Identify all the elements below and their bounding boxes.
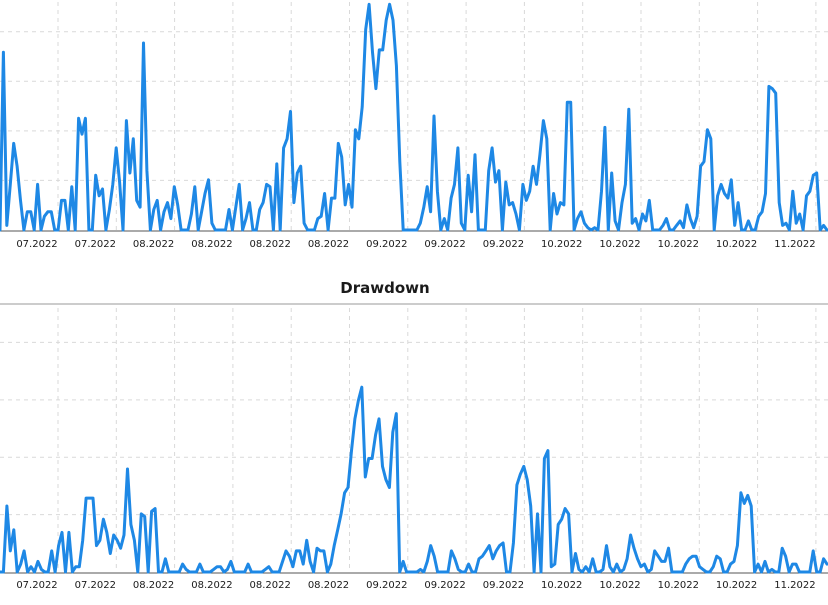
x-tick-label: 08.2022 — [308, 239, 349, 250]
x-tick-label: 09.2022 — [424, 580, 465, 591]
x-tick-label: 10.2022 — [658, 239, 699, 250]
x-tick-labels: 07.2022 07.2022 08.2022 08.2022 08.2022 08.20… — [16, 580, 815, 591]
x-tick-label: 11.2022 — [774, 239, 815, 250]
x-tick-label: 10.2022 — [716, 239, 757, 250]
x-tick-label: 10.2022 — [716, 580, 757, 591]
top-chart: 07.2022 07.2022 08.2022 08.2022 08.2022 08.20… — [0, 2, 828, 250]
x-tick-label: 07.2022 — [75, 580, 116, 591]
series-line — [0, 385, 828, 574]
x-tick-label: 07.2022 — [75, 239, 116, 250]
series-line — [0, 2, 828, 232]
horizontal-gridlines — [0, 31, 828, 181]
x-tick-label: 10.2022 — [599, 580, 640, 591]
x-tick-label: 09.2022 — [483, 239, 524, 250]
horizontal-gridlines — [0, 341, 828, 516]
x-tick-label: 07.2022 — [16, 239, 57, 250]
x-tick-label: 11.2022 — [774, 580, 815, 591]
x-tick-label: 07.2022 — [16, 580, 57, 591]
x-tick-label: 08.2022 — [191, 580, 232, 591]
x-tick-label: 08.2022 — [133, 580, 174, 591]
x-tick-label: 10.2022 — [541, 580, 582, 591]
x-tick-label: 10.2022 — [541, 239, 582, 250]
x-tick-label: 09.2022 — [483, 580, 524, 591]
x-tick-label: 08.2022 — [250, 239, 291, 250]
x-tick-label: 08.2022 — [308, 580, 349, 591]
x-tick-label: 08.2022 — [250, 580, 291, 591]
x-tick-label: 10.2022 — [658, 580, 699, 591]
vertical-gridlines — [57, 308, 817, 572]
x-tick-label: 08.2022 — [191, 239, 232, 250]
x-tick-label: 09.2022 — [424, 239, 465, 250]
x-tick-label: 08.2022 — [133, 239, 174, 250]
drawdown-chart: 07.2022 07.2022 08.2022 08.2022 08.2022 08.20… — [0, 308, 828, 591]
x-tick-label: 10.2022 — [599, 239, 640, 250]
drawdown-chart-title: Drawdown — [340, 279, 429, 297]
x-tick-label: 09.2022 — [366, 239, 407, 250]
x-tick-labels: 07.2022 07.2022 08.2022 08.2022 08.2022 08.20… — [16, 239, 815, 250]
x-tick-label: 09.2022 — [366, 580, 407, 591]
